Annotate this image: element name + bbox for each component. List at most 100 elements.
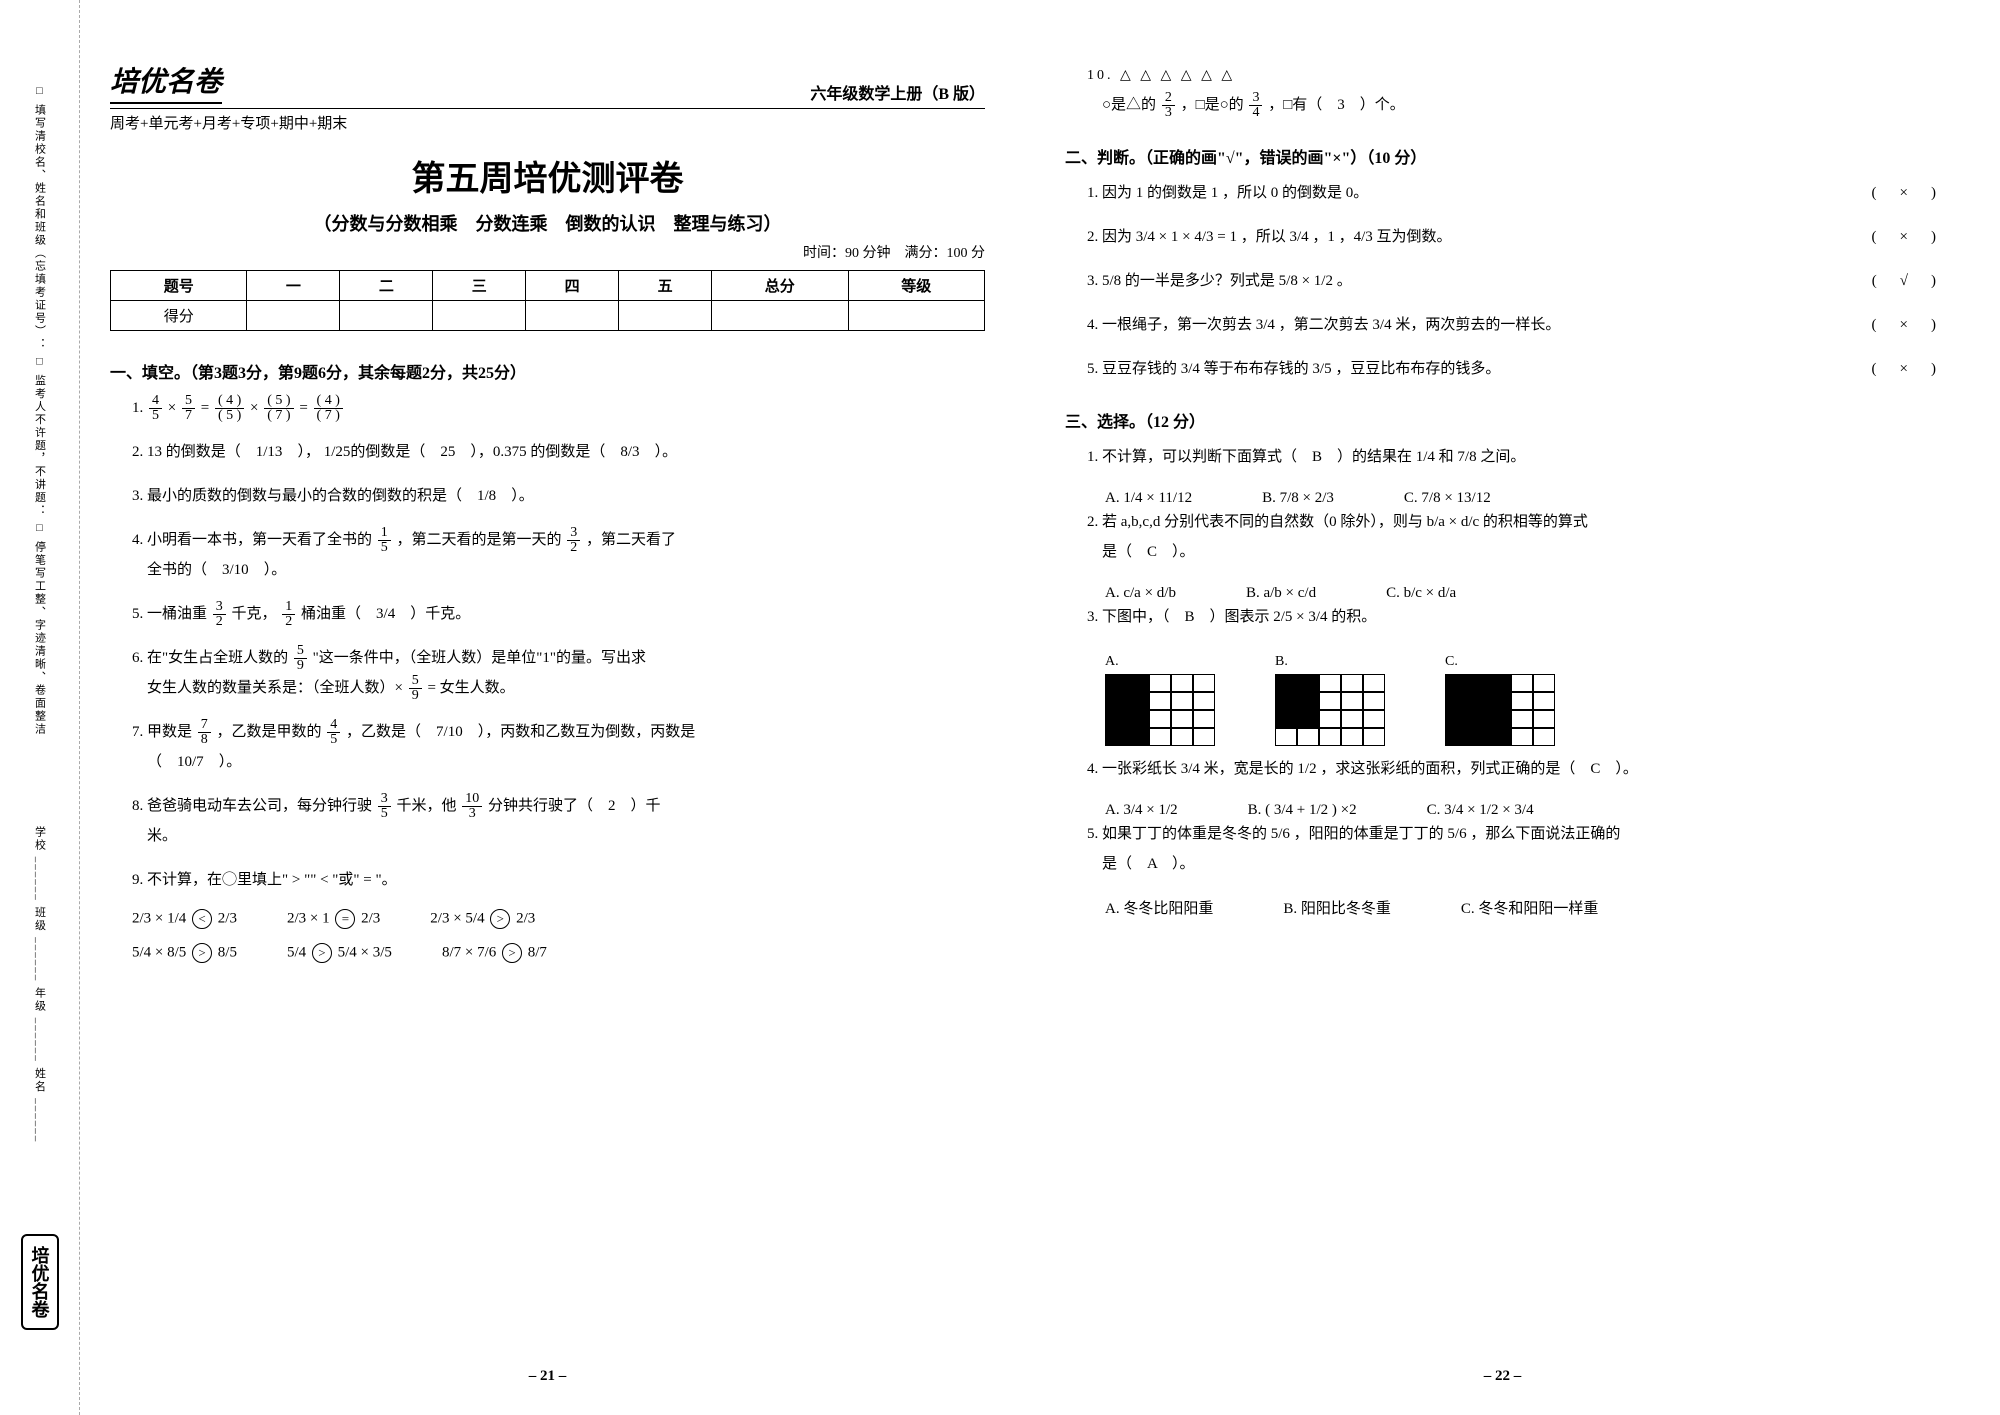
grid-cell (1275, 674, 1297, 692)
q9-row2: 5/4 × 8/5 > 8/5 5/4 > 5/4 × 3/5 8/7 × 7/… (132, 943, 985, 963)
grid-cell (1511, 728, 1533, 746)
grid-cell (1127, 692, 1149, 710)
q10: 10. △ △ △ △ △ △ ○是△的 23 ，□是○的 34 ，□有（ 3 … (1087, 60, 1940, 120)
c-q3-diagrams: A. B. C. (1105, 654, 1940, 746)
grid-cell (1171, 728, 1193, 746)
grid-cell (1105, 710, 1127, 728)
grid-cell (1341, 674, 1363, 692)
c-q5-opts: A. 冬冬比阳阳重 B. 阳阳比冬冬重 C. 冬冬和阳阳一样重 (1105, 897, 1940, 918)
grid-cell (1319, 728, 1341, 746)
grid-cell (1193, 692, 1215, 710)
grid-cell (1149, 710, 1171, 728)
grid-cell (1467, 710, 1489, 728)
grid-cell (1341, 692, 1363, 710)
q5: 5. 一桶油重 32 千克， 12 桶油重（ 3/4 ）千克。 (132, 599, 985, 629)
grid-cell (1341, 728, 1363, 746)
c-q3: 3. 下图中，（ B ）图表示 2/5 × 3/4 的积。 (1087, 602, 1940, 632)
c-q1: 1. 不计算，可以判断下面算式（ B ）的结果在 1/4 和 7/8 之间。 (1087, 442, 1940, 472)
grid-cell (1363, 692, 1385, 710)
grid-cell (1149, 728, 1171, 746)
grid-cell (1467, 692, 1489, 710)
c-q2-opts: A. c/a × d/b B. a/b × c/d C. b/c × d/a (1105, 585, 1940, 602)
page-right: 10. △ △ △ △ △ △ ○是△的 23 ，□是○的 34 ，□有（ 3 … (1065, 60, 1940, 1385)
q7: 7. 甲数是 78 ，乙数是甲数的 45 ，乙数是（ 7/10 ），丙数和乙数互… (132, 717, 985, 777)
th: 四 (526, 271, 619, 301)
section-b-head: 二、判断。（正确的画"√"，错误的画"×"）（10 分） (1065, 144, 1940, 168)
th: 二 (340, 271, 433, 301)
grid-cell (1193, 728, 1215, 746)
page-number-right: – 22 – (1065, 1348, 1940, 1385)
q3: 3. 最小的质数的倒数与最小的合数的倒数的积是（ 1/8 ）。 (132, 481, 985, 511)
grid-cell (1533, 674, 1555, 692)
binding-margin: □ 填写清校名、姓名和班级（忘填考证号）： □ 监考人不许题，不讲题： □ 停笔… (0, 0, 80, 1415)
grid-cell (1445, 692, 1467, 710)
c-q5: 5. 如果丁丁的体重是冬冬的 5/6 ，阳阳的体重是丁丁的 5/6 ，那么下面说… (1087, 819, 1940, 879)
grid-cell (1319, 674, 1341, 692)
grid-cell (1511, 692, 1533, 710)
grid-cell (1193, 710, 1215, 728)
th: 总分 (712, 271, 848, 301)
q4: 4. 小明看一本书，第一天看了全书的 15 ，第二天看的是第一天的 32 ，第二… (132, 525, 985, 585)
paper-subtitle: （分数与分数相乘 分数连乘 倒数的认识 整理与练习） (110, 210, 985, 236)
grid-cell (1341, 710, 1363, 728)
grid-cell (1363, 728, 1385, 746)
td: 得分 (111, 301, 247, 331)
th: 三 (433, 271, 526, 301)
q9-row1: 2/3 × 1/4 < 2/3 2/3 × 1 = 2/3 2/3 × 5/4 … (132, 909, 985, 929)
grid-cell (1363, 674, 1385, 692)
grid-cell (1533, 710, 1555, 728)
table-row: 得分 (111, 301, 985, 331)
q6: 6. 在"女生占全班人数的 59 "这一条件中，（全班人数）是单位"1"的量。写… (132, 643, 985, 703)
grid-cell (1171, 692, 1193, 710)
judge-item: 5. 豆豆存钱的 3/4 等于布布存钱的 3/5 ，豆豆比布布存的钱多。( × … (1087, 354, 1940, 384)
grid-cell (1275, 728, 1297, 746)
student-fields: 学校 ______ 班级 ______ 年级 ______ 姓名 ______ (32, 826, 48, 1143)
th: 一 (247, 271, 340, 301)
grid-cell (1489, 674, 1511, 692)
brand-title: 培优名卷 (110, 60, 222, 104)
grid-cell (1533, 728, 1555, 746)
grid-cell (1489, 692, 1511, 710)
grid-cell (1275, 710, 1297, 728)
grade-label: 六年级数学上册（B 版） (810, 80, 985, 104)
brand-subhead: 周考+单元考+月考+专项+期中+期末 (110, 108, 985, 133)
grid-cell (1297, 692, 1319, 710)
grid-cell (1445, 674, 1467, 692)
grid-cell (1127, 728, 1149, 746)
page-number-left: – 21 – (110, 1348, 985, 1385)
judge-item: 4. 一根绳子，第一次剪去 3/4 ，第二次剪去 3/4 米，两次剪去的一样长。… (1087, 310, 1940, 340)
grid-cell (1275, 692, 1297, 710)
grid-cell (1149, 674, 1171, 692)
grid-cell (1489, 710, 1511, 728)
grid-cell (1171, 710, 1193, 728)
grid-cell (1319, 692, 1341, 710)
grid-cell (1445, 728, 1467, 746)
grid-cell (1467, 674, 1489, 692)
page-spread: 培优名卷 六年级数学上册（B 版） 周考+单元考+月考+专项+期中+期末 第五周… (80, 0, 2000, 1415)
grid-cell (1193, 674, 1215, 692)
grid-cell (1511, 710, 1533, 728)
grid-cell (1297, 728, 1319, 746)
grid-cell (1533, 692, 1555, 710)
c-q1-opts: A. 1/4 × 11/12 B. 7/8 × 2/3 C. 7/8 × 13/… (1105, 490, 1940, 507)
paper-timing: 时间：90 分钟 满分：100 分 (110, 242, 985, 262)
grid-cell (1127, 674, 1149, 692)
grid-cell (1511, 674, 1533, 692)
margin-logo: 培优名卷 (21, 1234, 59, 1330)
th: 等级 (848, 271, 984, 301)
grid-cell (1363, 710, 1385, 728)
grid-cell (1445, 710, 1467, 728)
q1: 1. 45 × 57 = ( 4 )( 5 ) × ( 5 )( 7 ) = (… (132, 393, 985, 423)
c-q2: 2. 若 a,b,c,d 分别代表不同的自然数（0 除外），则与 b/a × d… (1087, 507, 1940, 567)
section-a-head: 一、填空。（第3题3分，第9题6分，其余每题2分，共25分） (110, 359, 985, 383)
score-table: 题号 一 二 三 四 五 总分 等级 得分 (110, 270, 985, 331)
judge-item: 2. 因为 3/4 × 1 × 4/3 = 1 ，所以 3/4 ，1 ，4/3 … (1087, 222, 1940, 252)
grid-cell (1489, 728, 1511, 746)
th: 题号 (111, 271, 247, 301)
grid-cell (1467, 728, 1489, 746)
q9: 9. 不计算，在◯里填上" > "" < "或" = "。 (132, 865, 985, 895)
grid-cell (1149, 692, 1171, 710)
page-left: 培优名卷 六年级数学上册（B 版） 周考+单元考+月考+专项+期中+期末 第五周… (110, 60, 985, 1385)
logo-text: 培优名卷 (21, 1234, 59, 1330)
judge-item: 1. 因为 1 的倒数是 1 ，所以 0 的倒数是 0。( × ) (1087, 178, 1940, 208)
